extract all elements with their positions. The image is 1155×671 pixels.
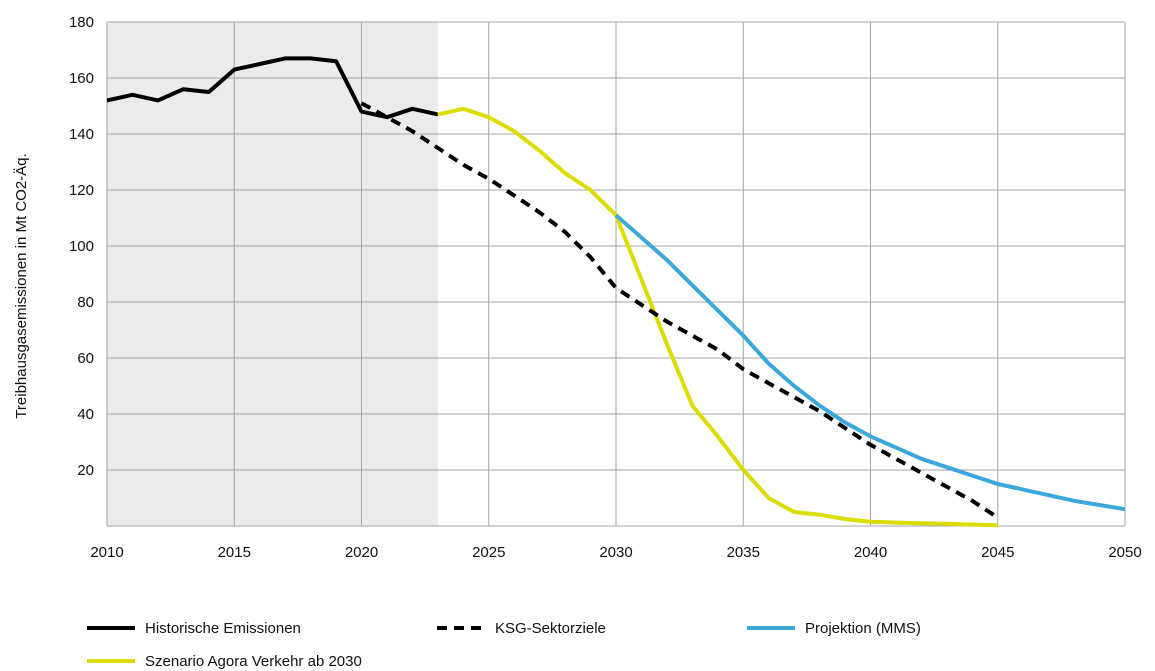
y-tick-label: 180 — [69, 14, 94, 31]
y-axis-label: Treibhausgasemissionen in Mt CO2-Äq. — [13, 153, 30, 418]
y-tick-label: 60 — [77, 350, 94, 367]
x-tick-label: 2035 — [727, 544, 760, 561]
x-tick-label: 2015 — [218, 544, 251, 561]
legend-label: Historische Emissionen — [145, 620, 301, 637]
legend-label: KSG-Sektorziele — [495, 620, 606, 637]
y-tick-label: 120 — [69, 182, 94, 199]
legend: Historische Emissionen KSG-Sektorziele Pro… — [87, 620, 921, 670]
x-tick-label: 2040 — [854, 544, 887, 561]
legend-item-szenario-agora-verkehr-ab-2030: Szenario Agora Verkehr ab 2030 — [87, 653, 362, 670]
y-tick-label: 40 — [77, 406, 94, 423]
x-tick-label: 2045 — [981, 544, 1014, 561]
x-tick-label: 2050 — [1108, 544, 1141, 561]
x-tick-label: 2030 — [599, 544, 632, 561]
historic-shaded-region — [107, 22, 438, 526]
y-tick-label: 160 — [69, 70, 94, 87]
legend-item-projektion-mms: Projektion (MMS) — [747, 620, 921, 637]
series-line-projektion-mms — [614, 213, 1126, 512]
series-lines — [106, 56, 1126, 528]
series-line-ksg-sektorziele — [360, 101, 999, 520]
legend-item-historische-emissionen: Historische Emissionen — [87, 620, 301, 637]
y-tick-label: 140 — [69, 126, 94, 143]
x-tick-label: 2025 — [472, 544, 505, 561]
x-tick-label: 2020 — [345, 544, 378, 561]
legend-item-ksg-sektorziele: KSG-Sektorziele — [437, 620, 606, 637]
x-axis-ticks: 2010 2015 2020 2025 2030 2035 2040 2045 2050 — [90, 544, 1141, 561]
shaded-area — [107, 22, 438, 526]
y-axis-ticks: 20 40 60 80 100 120 140 160 180 — [69, 14, 94, 479]
x-tick-label: 2010 — [90, 544, 123, 561]
legend-label: Projektion (MMS) — [805, 620, 921, 637]
y-tick-label: 80 — [77, 294, 94, 311]
legend-label: Szenario Agora Verkehr ab 2030 — [145, 653, 362, 670]
y-tick-label: 100 — [69, 238, 94, 255]
y-tick-label: 20 — [77, 462, 94, 479]
series-line-szenario-agora-verkehr-ab-2030 — [437, 106, 998, 528]
